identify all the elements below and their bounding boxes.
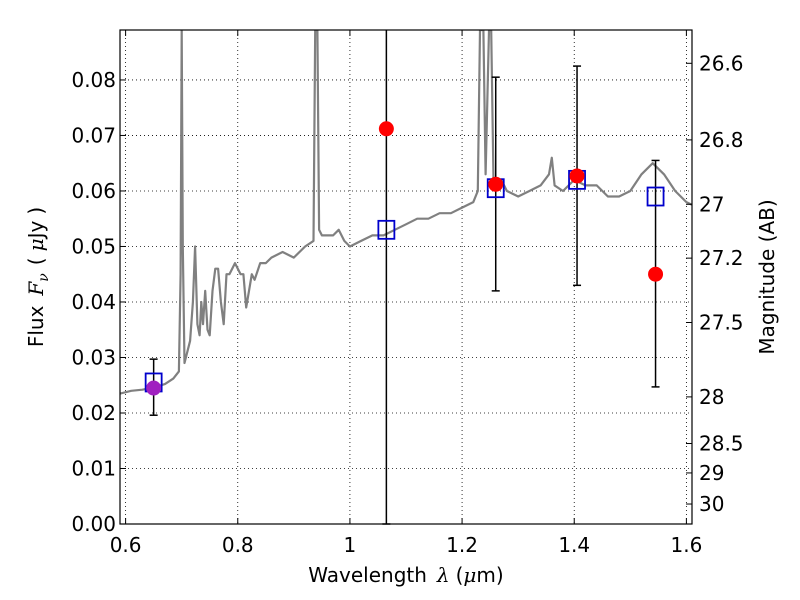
x-axis-label: Wavelength λ (μm): [308, 563, 503, 587]
x-tick-label: 0.6: [110, 533, 142, 557]
marker-series: [144, 121, 665, 396]
y-tick-label: 0.04: [71, 290, 116, 314]
y-axis-label-subscript: ν: [36, 273, 52, 282]
y-axis-label-prefix: Flux: [24, 305, 48, 347]
spectrum-series: [120, 30, 692, 395]
y-axis-label-unit-close: ): [24, 207, 48, 215]
y2-tick-label: 28: [699, 385, 724, 409]
circle-marker: [569, 168, 585, 184]
y-tick-label: 0.01: [71, 456, 116, 480]
square-marker: [646, 186, 665, 207]
x-tick-label: 1.4: [558, 533, 590, 557]
y-tick-label: 0.08: [71, 68, 116, 92]
ticks: 0.6 0.8 1 1.2 1.4 1.6 0.00 0.01 0.02 0.03 0.04 0.05…: [71, 30, 744, 557]
y2-tick-label: 29: [699, 461, 724, 485]
y2-tick-label: 30: [699, 492, 724, 516]
x-tick-label: 0.8: [222, 533, 254, 557]
x-axis-label-unit-open: (: [456, 563, 464, 587]
x-axis-label-symbol: λ: [436, 563, 450, 587]
x-axis-label-unit-mu: μ: [463, 563, 476, 587]
x-axis-label-prefix: Wavelength: [308, 563, 427, 587]
y-tick-label: 0.00: [71, 512, 116, 536]
circle-marker: [488, 176, 504, 192]
y2-axis-label: Magnitude (AB): [755, 199, 779, 354]
circle-marker: [146, 380, 162, 396]
y-tick-label: 0.05: [71, 234, 116, 258]
circle-marker: [648, 266, 664, 282]
y2-tick-label: 27.2: [699, 246, 744, 270]
circle-marker: [378, 121, 394, 137]
plot-frame: [119, 29, 693, 525]
y-axis-label-unit-mu: μ: [24, 238, 48, 251]
y-tick-label: 0.03: [71, 345, 116, 369]
y-axis-label: Flux Fν ( μJy): [24, 207, 52, 347]
x-tick-label: 1.6: [670, 533, 702, 557]
spectrum-line: [120, 30, 692, 395]
y-tick-label: 0.06: [71, 179, 116, 203]
x-tick-label: 1: [344, 533, 357, 557]
x-tick-label: 1.2: [446, 533, 478, 557]
y-axis-label-unit-rest: Jy: [24, 220, 48, 240]
y2-tick-label: 27.5: [699, 311, 744, 335]
y-axis-label-unit-open: (: [24, 257, 48, 265]
x-axis-label-unit-rest: m): [476, 563, 503, 587]
y2-tick-label: 27: [699, 192, 724, 216]
y-tick-label: 0.02: [71, 401, 116, 425]
y2-tick-label: 26.8: [699, 128, 744, 152]
y-tick-label: 0.07: [71, 123, 116, 147]
grid: [120, 30, 692, 524]
y2-tick-label: 28.5: [699, 432, 744, 456]
square-marker: [377, 219, 396, 240]
y2-tick-label: 26.6: [699, 51, 744, 75]
y-axis-label-symbol: F: [24, 281, 48, 297]
